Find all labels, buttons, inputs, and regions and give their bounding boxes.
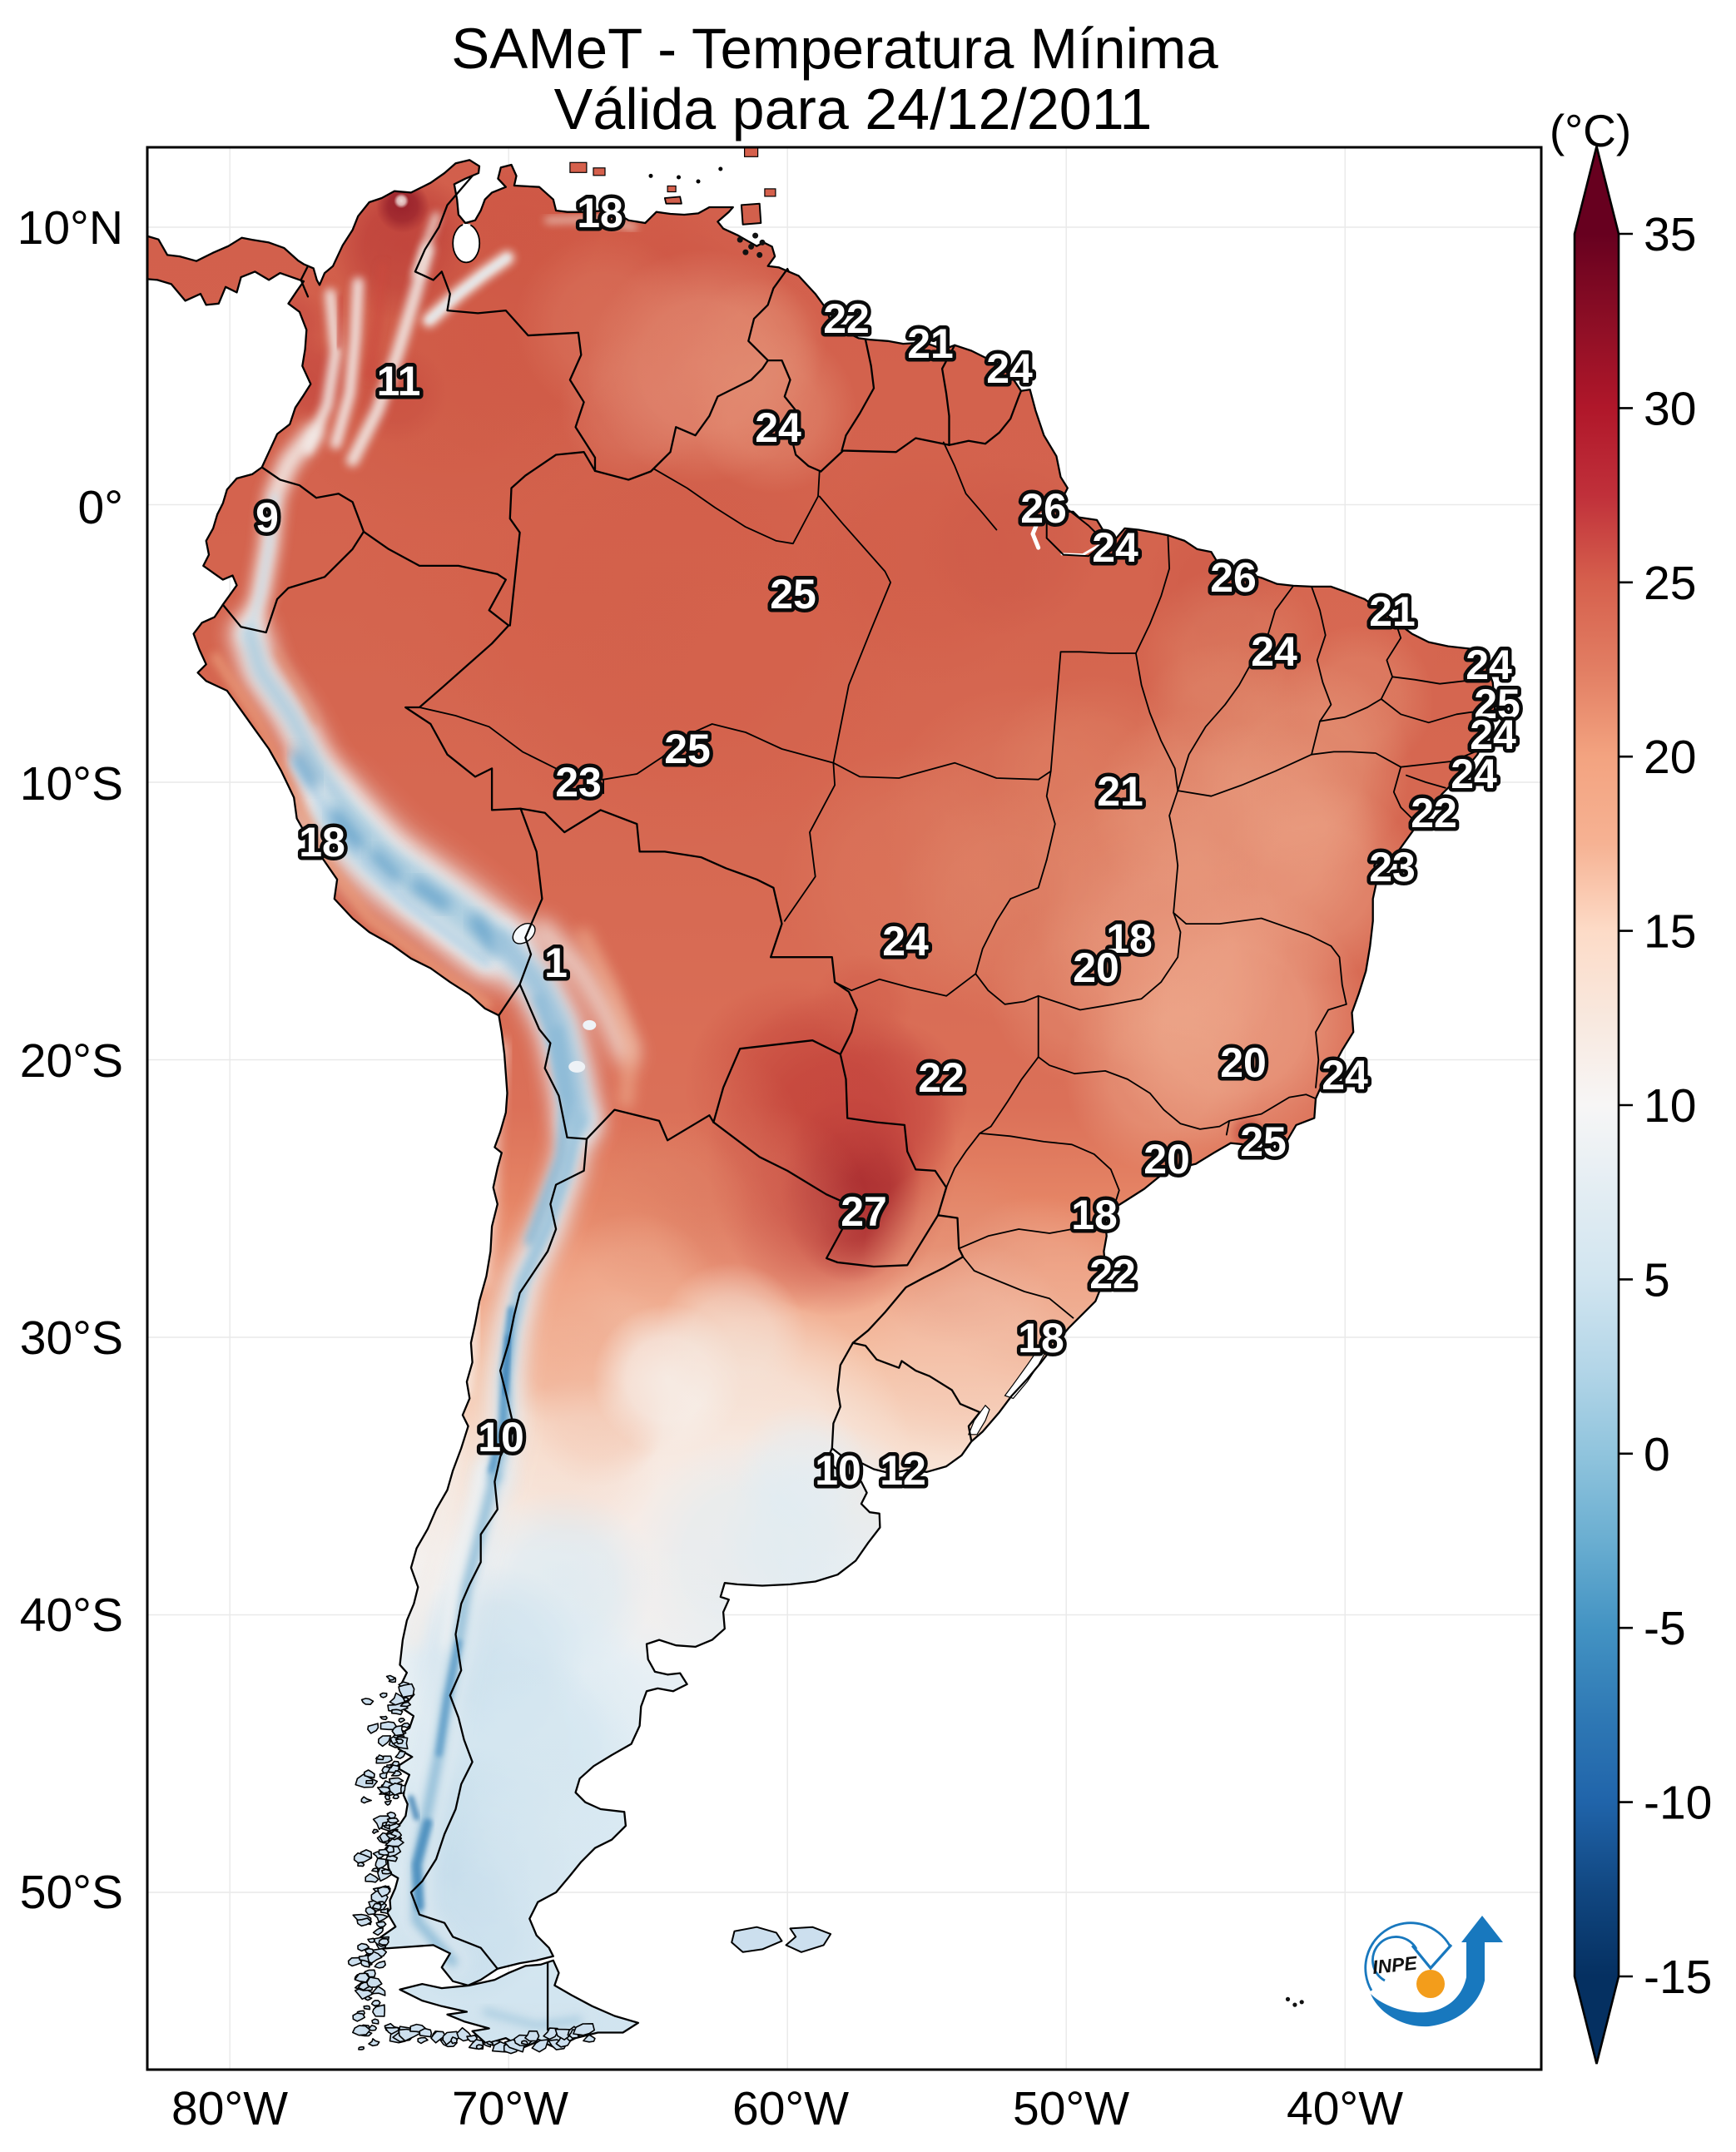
svg-text:25: 25 bbox=[1240, 1118, 1287, 1165]
svg-text:0: 0 bbox=[1644, 1428, 1670, 1481]
svg-text:-15: -15 bbox=[1644, 1951, 1712, 2004]
svg-text:22: 22 bbox=[1411, 790, 1457, 836]
svg-text:24: 24 bbox=[882, 918, 929, 964]
svg-text:40°W: 40°W bbox=[1287, 2082, 1403, 2135]
svg-text:25: 25 bbox=[664, 726, 711, 772]
svg-text:35: 35 bbox=[1644, 208, 1696, 261]
svg-text:70°W: 70°W bbox=[452, 2082, 568, 2135]
svg-text:23: 23 bbox=[555, 759, 602, 806]
svg-text:15: 15 bbox=[1644, 905, 1696, 959]
svg-text:18: 18 bbox=[1106, 915, 1153, 962]
svg-text:22: 22 bbox=[823, 295, 870, 342]
svg-text:40°S: 40°S bbox=[20, 1589, 123, 1642]
svg-text:25: 25 bbox=[770, 571, 816, 617]
svg-text:10: 10 bbox=[1644, 1079, 1696, 1133]
svg-text:21: 21 bbox=[1097, 768, 1143, 815]
svg-text:9: 9 bbox=[255, 494, 279, 541]
svg-text:24: 24 bbox=[986, 345, 1033, 392]
svg-text:30: 30 bbox=[1644, 382, 1696, 435]
svg-text:-5: -5 bbox=[1644, 1602, 1686, 1655]
svg-text:INPE: INPE bbox=[1371, 1951, 1419, 1978]
svg-text:SAMeT - Temperatura Mínima: SAMeT - Temperatura Mínima bbox=[451, 17, 1218, 81]
svg-text:24: 24 bbox=[1251, 628, 1297, 675]
svg-text:21: 21 bbox=[1369, 588, 1416, 635]
svg-text:18: 18 bbox=[1018, 1315, 1064, 1361]
svg-text:5: 5 bbox=[1644, 1253, 1670, 1307]
svg-text:-10: -10 bbox=[1644, 1777, 1712, 1830]
svg-text:50°W: 50°W bbox=[1013, 2082, 1129, 2135]
svg-text:18: 18 bbox=[577, 190, 623, 236]
svg-text:0°: 0° bbox=[78, 481, 124, 534]
svg-text:22: 22 bbox=[1089, 1251, 1136, 1297]
svg-text:21: 21 bbox=[907, 320, 954, 367]
svg-text:24: 24 bbox=[1470, 712, 1516, 758]
svg-text:20: 20 bbox=[1073, 945, 1119, 991]
svg-text:27: 27 bbox=[841, 1188, 887, 1235]
svg-text:20: 20 bbox=[1220, 1039, 1267, 1086]
svg-text:12: 12 bbox=[880, 1447, 926, 1494]
svg-text:20: 20 bbox=[1143, 1136, 1190, 1183]
svg-text:18: 18 bbox=[1071, 1192, 1118, 1238]
svg-text:23: 23 bbox=[1369, 844, 1416, 890]
svg-text:(°C): (°C) bbox=[1550, 105, 1631, 156]
svg-text:24: 24 bbox=[1466, 642, 1512, 688]
svg-text:24: 24 bbox=[755, 404, 801, 451]
svg-text:11: 11 bbox=[377, 358, 421, 404]
svg-text:24: 24 bbox=[1451, 751, 1497, 797]
svg-text:18: 18 bbox=[299, 819, 345, 865]
svg-text:20°S: 20°S bbox=[20, 1034, 123, 1088]
svg-text:24: 24 bbox=[1322, 1052, 1368, 1098]
svg-text:Válida para 24/12/2011: Válida para 24/12/2011 bbox=[554, 77, 1153, 141]
svg-text:25: 25 bbox=[1474, 681, 1520, 727]
svg-text:10°S: 10°S bbox=[20, 757, 123, 811]
svg-text:24: 24 bbox=[1092, 524, 1138, 571]
svg-text:10°N: 10°N bbox=[17, 201, 123, 255]
svg-text:26: 26 bbox=[1210, 554, 1257, 601]
svg-text:26: 26 bbox=[1020, 485, 1067, 532]
svg-text:20: 20 bbox=[1644, 731, 1696, 784]
svg-text:30°S: 30°S bbox=[20, 1312, 123, 1365]
svg-text:10: 10 bbox=[815, 1447, 861, 1494]
svg-text:50°S: 50°S bbox=[20, 1866, 123, 1919]
svg-text:80°W: 80°W bbox=[171, 2082, 288, 2135]
svg-text:25: 25 bbox=[1644, 557, 1696, 610]
svg-text:10: 10 bbox=[478, 1414, 524, 1460]
svg-text:22: 22 bbox=[918, 1054, 965, 1101]
svg-text:60°W: 60°W bbox=[732, 2082, 849, 2135]
svg-text:1: 1 bbox=[544, 940, 568, 986]
